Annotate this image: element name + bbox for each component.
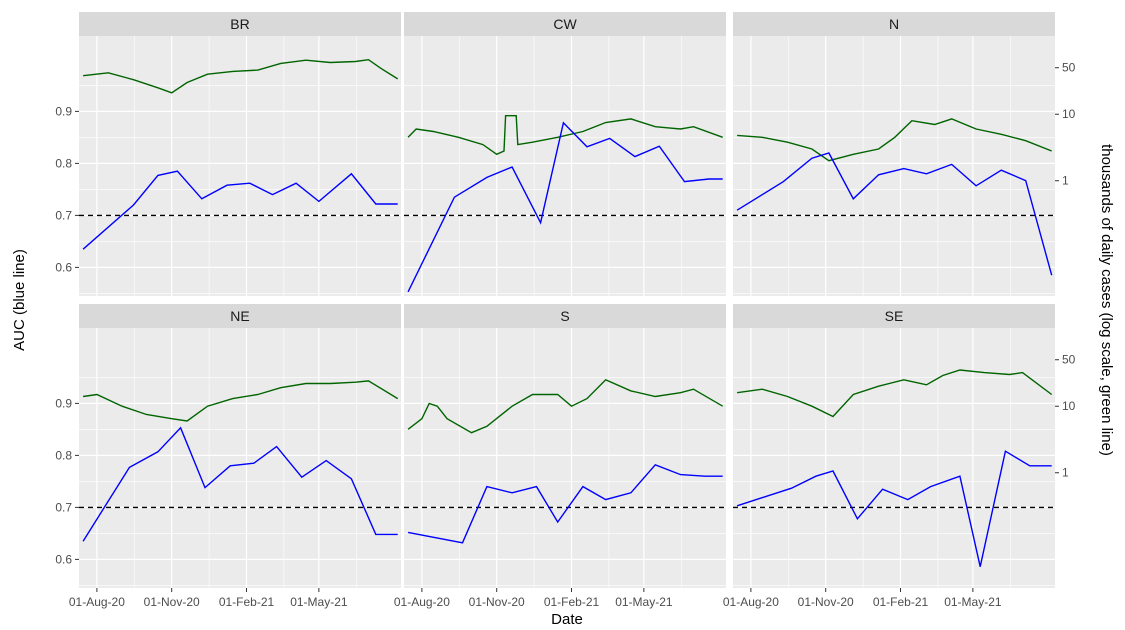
facet-label: N [889,16,899,32]
y-right-tick-label: 1 [1062,174,1069,188]
y-axis-right-title: thousands of daily cases (log scale, gre… [1098,144,1115,456]
auc-line [407,121,723,293]
auc-line [736,450,1052,567]
facet-label: SE [885,308,904,324]
facet-strip [733,304,1055,328]
x-tick-label: 01-Feb-21 [544,595,600,609]
x-tick-label: 01-Aug-20 [723,595,779,609]
auc-line [82,426,398,542]
x-tick-label: 01-Nov-20 [469,595,525,609]
auc-line [407,463,723,544]
y-left-tick-label: 0.7 [55,208,72,222]
grid [79,36,401,296]
cases-line [83,58,399,94]
y-left-tick-label: 0.6 [55,260,72,274]
facet-strip [733,12,1055,36]
y-left-tick-label: 0.8 [55,156,72,170]
panel-se: SE [733,304,1055,588]
grid [733,328,1055,588]
x-tick-label: 01-Aug-20 [69,595,125,609]
y-left-tick-label: 0.6 [55,552,72,566]
grid [79,328,401,588]
grid [733,36,1055,296]
panel-background [404,36,726,296]
panels-layer: BR CW N NE S SE [79,12,1055,588]
x-tick-label: 01-May-21 [615,595,673,609]
grid [404,328,726,588]
y-axis-left-title: AUC (blue line) [11,249,28,351]
y-right-tick-label: 10 [1062,107,1076,121]
facet-strip [79,12,401,36]
panel-background [404,328,726,588]
panel-background [79,36,401,296]
cases-line [82,380,399,422]
facet-label: BR [230,16,249,32]
facet-label: NE [230,308,249,324]
panel-background [733,328,1055,588]
cases-line [737,369,1053,418]
axes-layer: 0.6 0.7 0.8 0.9 1 10 50 0.6 0.7 0.8 0.9 01-Aug-20 01… [55,61,1075,609]
y-right-tick-label: 1 [1062,466,1069,480]
y-left-tick-label: 0.8 [55,448,72,462]
facet-label: CW [553,16,577,32]
facet-strip [79,304,401,328]
cases-line [407,378,724,434]
facet-strip [404,12,726,36]
x-tick-label: 01-Nov-20 [144,595,200,609]
panel-background [79,328,401,588]
cases-line [407,114,723,156]
y-right-tick-label: 50 [1062,353,1076,367]
panel-ne: NE [79,304,401,588]
x-tick-label: 01-May-21 [944,595,1002,609]
y-left-tick-label: 0.7 [55,500,72,514]
panel-br: BR [79,12,401,296]
y-right-tick-label: 10 [1062,399,1076,413]
panel-background [733,36,1055,296]
auc-line [82,170,398,250]
cases-line [737,118,1052,162]
auc-line [736,152,1053,276]
y-right-tick-label: 50 [1062,61,1076,75]
y-left-tick-label: 0.9 [55,396,72,410]
x-tick-label: 01-Feb-21 [873,595,929,609]
panel-s: S [404,304,726,588]
x-tick-label: 01-May-21 [290,595,348,609]
facet-label: S [560,308,569,324]
x-tick-label: 01-Nov-20 [798,595,854,609]
x-axis-title: Date [551,611,583,628]
panel-cw: CW [404,12,726,296]
facet-strip [404,304,726,328]
y-left-tick-label: 0.9 [55,104,72,118]
panel-n: N [733,12,1055,296]
x-tick-label: 01-Aug-20 [394,595,450,609]
x-tick-label: 01-Feb-21 [219,595,275,609]
